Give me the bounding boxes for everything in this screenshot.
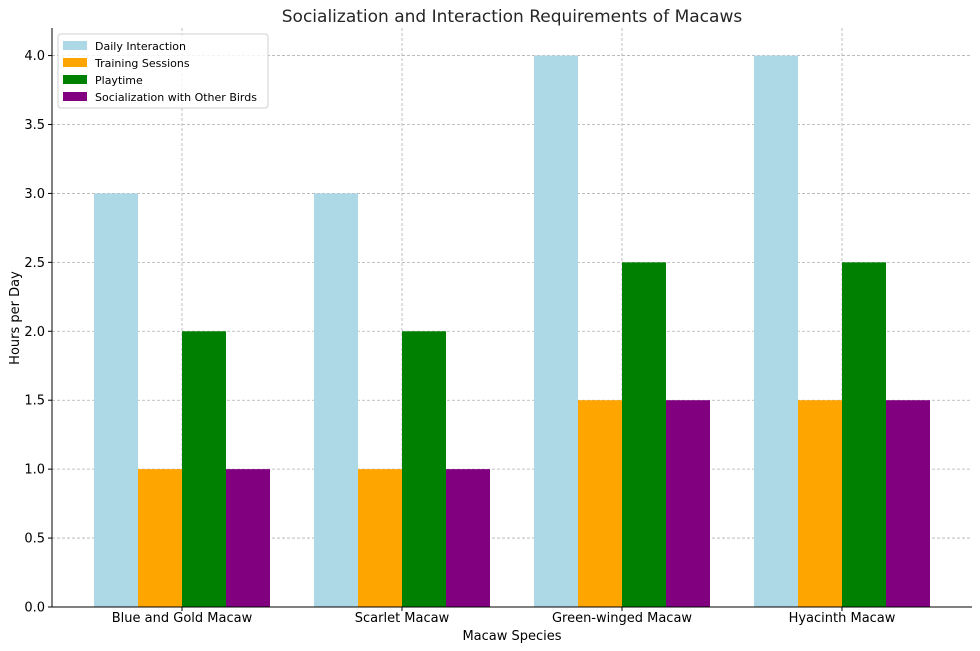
- bar: [314, 193, 358, 607]
- y-ticks: 0.0 0.5 1.0 1.5 2.0 2.5 3.0 3.5 4.0: [24, 49, 52, 616]
- y-tick-label: 2.0: [24, 325, 45, 340]
- bar: [754, 55, 798, 608]
- x-axis-label: Macaw Species: [462, 629, 561, 644]
- bar: [138, 469, 182, 607]
- bar: [358, 469, 402, 607]
- x-tick-label: Scarlet Macaw: [355, 611, 450, 626]
- chart-title: Socialization and Interaction Requiremen…: [282, 7, 743, 27]
- y-tick-label: 1.0: [24, 463, 45, 478]
- legend-swatch: [63, 75, 87, 84]
- legend: Daily Interaction Training Sessions Playti…: [57, 33, 269, 109]
- x-tick-label: Green-winged Macaw: [552, 611, 692, 626]
- bar: [94, 193, 138, 607]
- bar: [842, 262, 886, 607]
- legend-entry: Daily Interaction: [95, 40, 186, 53]
- y-tick-label: 3.5: [24, 118, 45, 133]
- x-tick-label: Hyacinth Macaw: [789, 611, 896, 626]
- bar: [578, 400, 622, 607]
- legend-entry: Playtime: [95, 74, 143, 87]
- y-tick-label: 4.0: [24, 49, 45, 64]
- legend-entry: Socialization with Other Birds: [95, 91, 257, 104]
- y-axis-label: Hours per Day: [8, 271, 23, 365]
- legend-swatch: [63, 41, 87, 50]
- bar: [798, 400, 842, 607]
- legend-swatch: [63, 58, 87, 67]
- y-tick-label: 0.5: [24, 532, 45, 547]
- bar: [886, 400, 930, 607]
- bar: [226, 469, 270, 607]
- y-tick-label: 3.0: [24, 187, 45, 202]
- bar: [622, 262, 666, 607]
- x-tick-label: Blue and Gold Macaw: [112, 611, 253, 626]
- bar: [534, 55, 578, 608]
- y-tick-label: 0.0: [24, 601, 45, 616]
- bar: [402, 331, 446, 607]
- y-tick-label: 1.5: [24, 394, 45, 409]
- legend-entry: Training Sessions: [94, 57, 190, 70]
- y-tick-label: 2.5: [24, 256, 45, 271]
- bars: [94, 55, 930, 608]
- bar: [446, 469, 490, 607]
- x-ticks: Blue and Gold Macaw Scarlet Macaw Green-wi…: [112, 607, 896, 626]
- legend-swatch: [63, 92, 87, 101]
- legend-box: [57, 33, 269, 109]
- bar: [182, 331, 226, 607]
- bar: [666, 400, 710, 607]
